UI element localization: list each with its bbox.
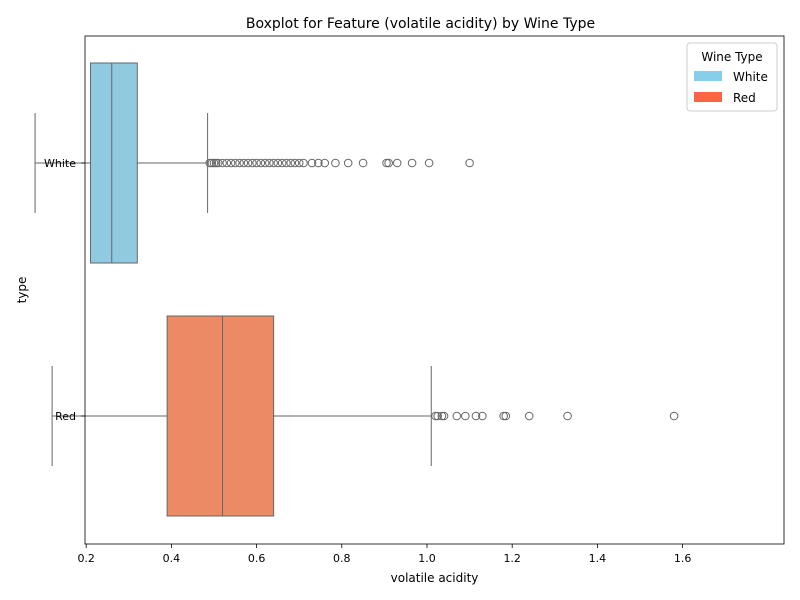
chart-title: Boxplot for Feature (volatile acidity) b… [246,16,595,32]
x-axis-label: volatile acidity [391,571,479,585]
outlier-point [230,158,240,168]
outlier-point [465,158,474,168]
outlier-point [407,158,417,168]
outlier-point [299,158,308,168]
box-group-red [51,315,679,517]
outlier-point [282,158,291,168]
legend-swatch-white [694,71,722,81]
x-tick-label: 0.2 [77,552,95,565]
outlier-point [320,158,330,168]
outlier-point [307,158,317,168]
y-axis: White Red [44,157,85,423]
outlier-point [392,158,402,168]
outlier-point [260,158,270,168]
outlier-point [222,158,232,168]
y-tick-label: White [44,157,76,170]
outlier-point [243,158,253,168]
outlier-point [286,158,295,168]
outlier-point [478,411,487,421]
outlier-point [384,158,393,168]
outlier-point [382,158,391,168]
outlier-point [471,411,481,421]
legend-label-white: White [733,70,768,84]
x-tick-label: 0.8 [333,552,351,565]
outlier-point [211,158,221,168]
x-axis: 0.2 0.4 0.6 0.8 1.0 1.2 1.4 1.6 [77,544,691,565]
outlier-point [248,158,257,168]
outlier-point [499,411,508,421]
y-tick-label: Red [55,410,76,423]
outlier-point [358,158,368,168]
outlier-point [439,411,449,421]
outlier-point [294,158,304,168]
outlier-point [207,158,217,168]
outlier-point [524,411,534,421]
iqr-box [166,315,275,517]
outlier-point [424,158,434,168]
outlier-point [235,158,244,168]
box-group-white [34,62,474,264]
outlier-point [205,158,215,168]
x-tick-label: 1.6 [674,552,692,565]
outlier-point [239,158,249,168]
x-tick-label: 1.4 [589,552,607,565]
outlier-point [563,411,572,421]
outlier-point [226,158,236,168]
x-tick-label: 0.6 [248,552,266,565]
outlier-point [331,158,340,168]
outlier-point [252,158,261,168]
outlier-point [314,158,323,168]
outlier-point [437,411,447,421]
outlier-point [277,158,287,168]
y-axis-label: type [15,277,29,304]
outlier-point [218,158,227,168]
box-groups [34,62,679,517]
legend-swatch-red [694,92,722,102]
outlier-point [209,158,219,168]
outlier-point [433,411,442,421]
legend-label-red: Red [733,91,756,105]
x-tick-label: 1.0 [418,552,436,565]
iqr-box [89,62,138,264]
outlier-point [501,411,511,421]
legend: Wine Type White Red [686,42,778,112]
outlier-point [269,158,278,168]
x-tick-label: 1.2 [503,552,521,565]
x-tick-label: 0.4 [163,552,181,565]
outlier-point [669,411,679,421]
plot-frame [84,35,785,545]
outlier-point [256,158,266,168]
outlier-point [290,158,300,168]
outlier-point [343,158,353,168]
outlier-point [265,158,274,168]
plot-area [34,35,785,545]
outlier-point [273,158,283,168]
outlier-point [431,411,440,421]
outlier-point [452,411,462,421]
legend-title: Wine Type [701,50,762,64]
outlier-point [213,158,223,168]
outlier-point [461,411,470,421]
